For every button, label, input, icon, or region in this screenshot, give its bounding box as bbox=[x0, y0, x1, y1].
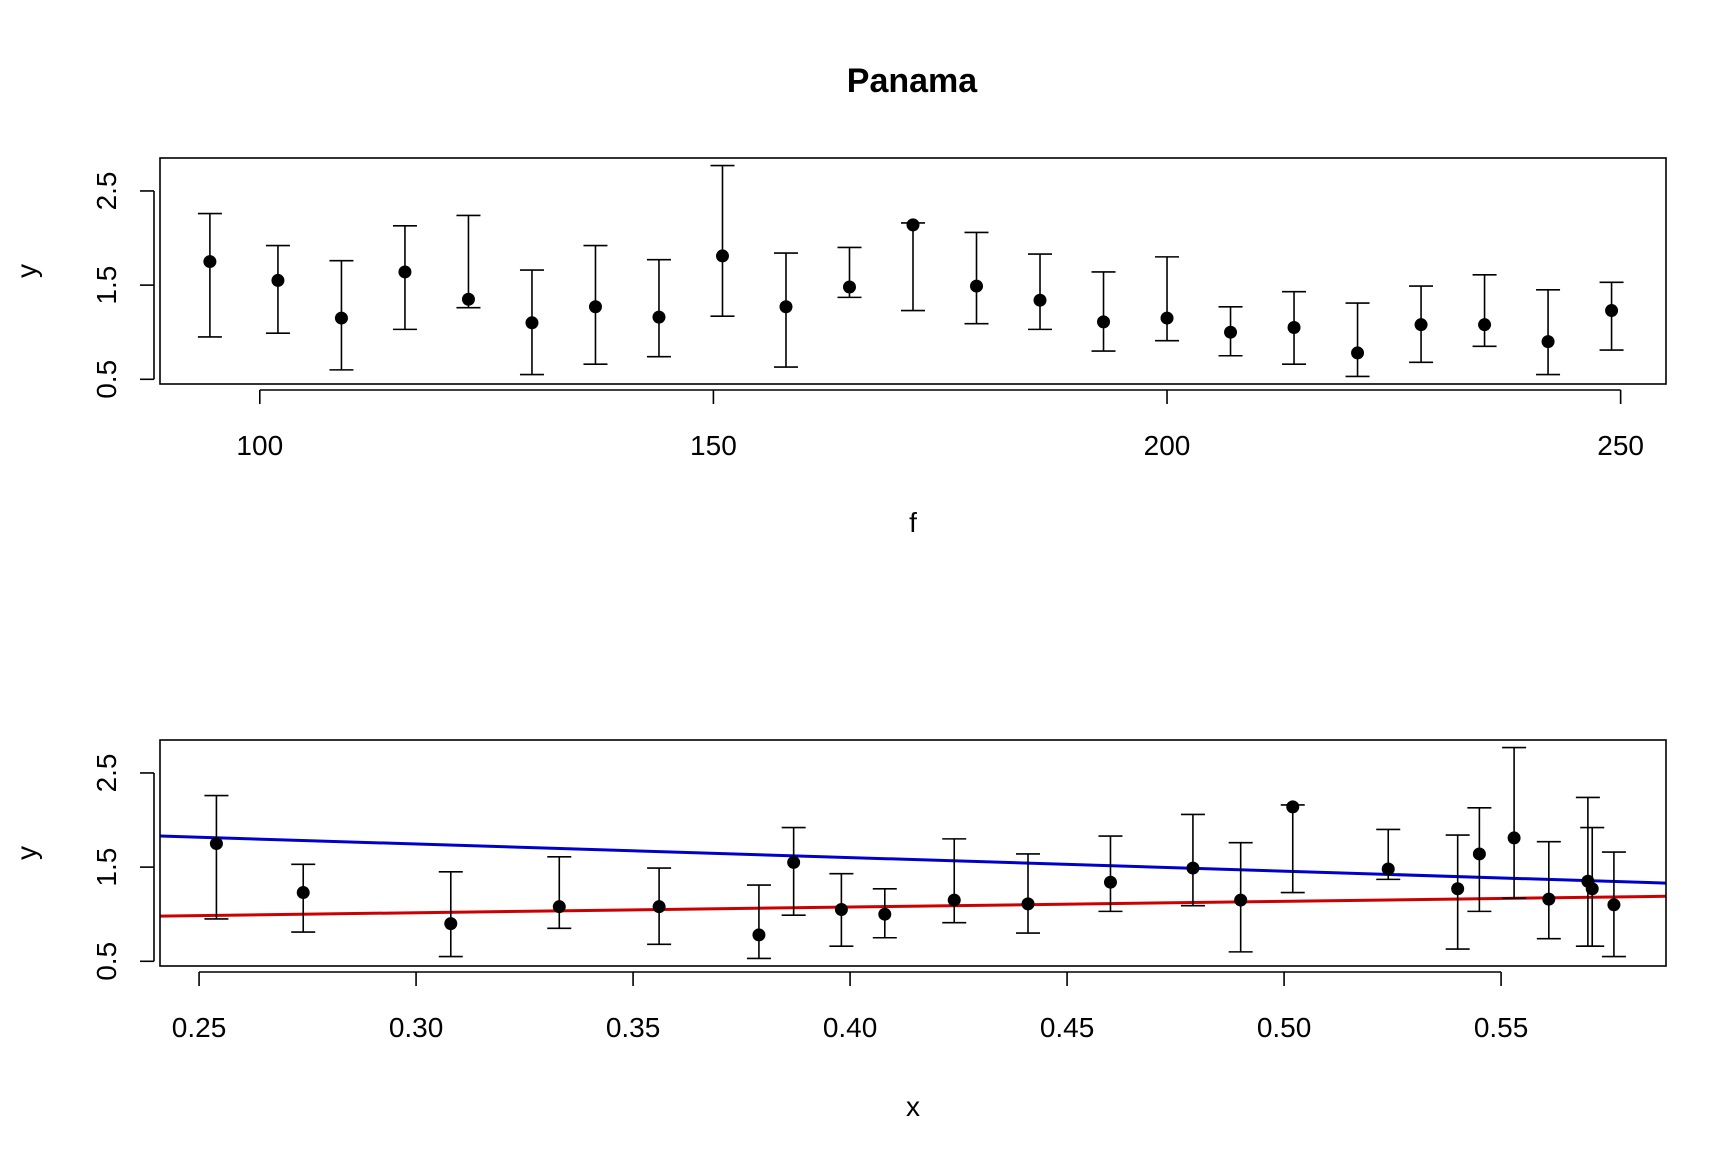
plot-frame bbox=[159, 157, 1667, 385]
data-point bbox=[779, 300, 793, 314]
fit-line-blue bbox=[159, 834, 1667, 885]
data-point bbox=[787, 855, 801, 869]
data-point bbox=[209, 837, 223, 851]
data-point bbox=[271, 273, 285, 287]
x-axis-title: f bbox=[909, 507, 917, 538]
data-point bbox=[1585, 882, 1599, 896]
data-point bbox=[1414, 318, 1428, 332]
data-point bbox=[652, 310, 666, 324]
data-point bbox=[1607, 898, 1621, 912]
data-point bbox=[1605, 304, 1619, 318]
top-panel: 100 150 200 250 0.5 1.5 2.5 f y bbox=[11, 157, 1667, 538]
y-tick-label: 0.5 bbox=[91, 942, 122, 981]
data-point bbox=[1451, 882, 1465, 896]
x-axis-title: x bbox=[906, 1091, 920, 1122]
data-point bbox=[1381, 862, 1395, 876]
x-tick-label: 150 bbox=[690, 430, 737, 461]
plot-frame bbox=[159, 739, 1667, 967]
data-point bbox=[1351, 346, 1365, 360]
data-point bbox=[1103, 875, 1117, 889]
data-point bbox=[588, 300, 602, 314]
data-point bbox=[552, 900, 566, 914]
data-point bbox=[203, 255, 217, 269]
x-tick-label: 0.55 bbox=[1474, 1012, 1529, 1043]
data-point bbox=[1286, 800, 1300, 814]
data-point bbox=[1186, 861, 1200, 875]
data-point bbox=[1224, 325, 1238, 339]
x-tick-label: 0.50 bbox=[1257, 1012, 1312, 1043]
data-point bbox=[1287, 321, 1301, 334]
y-tick-label: 2.5 bbox=[91, 171, 122, 210]
data-point bbox=[970, 279, 984, 293]
x-tick-label: 100 bbox=[236, 430, 283, 461]
x-tick-label: 250 bbox=[1597, 430, 1644, 461]
data-point bbox=[652, 900, 666, 914]
x-tick-label: 0.45 bbox=[1040, 1012, 1095, 1043]
data-point bbox=[334, 311, 348, 325]
data-point bbox=[947, 893, 961, 907]
y-tick-label: 1.5 bbox=[91, 266, 122, 305]
data-point bbox=[834, 903, 848, 916]
chart-title: Panama bbox=[847, 62, 978, 100]
data-point bbox=[878, 907, 892, 921]
data-point bbox=[1160, 311, 1174, 325]
y-tick-label: 1.5 bbox=[91, 848, 122, 887]
data-point bbox=[1097, 315, 1111, 329]
data-point bbox=[296, 886, 310, 900]
data-point bbox=[1507, 831, 1521, 845]
data-point bbox=[752, 928, 766, 942]
x-tick-label: 0.30 bbox=[389, 1012, 444, 1043]
bottom-panel: 0.25 0.30 0.35 0.40 0.45 0.50 0.55 0.5 1.5 2.5 x y bbox=[11, 739, 1667, 1122]
data-point bbox=[525, 316, 539, 330]
data-point bbox=[906, 218, 920, 232]
data-point bbox=[1541, 335, 1555, 349]
data-point bbox=[444, 917, 458, 931]
data-point bbox=[1234, 893, 1248, 907]
data-point bbox=[1472, 847, 1486, 861]
x-tick-label: 0.35 bbox=[606, 1012, 661, 1043]
y-tick-label: 2.5 bbox=[91, 753, 122, 792]
data-point bbox=[1478, 318, 1492, 332]
x-tick-label: 200 bbox=[1144, 430, 1191, 461]
data-point bbox=[461, 292, 475, 306]
data-point bbox=[398, 265, 412, 279]
y-tick-label: 0.5 bbox=[91, 360, 122, 399]
x-tick-label: 0.25 bbox=[172, 1012, 227, 1043]
x-tick-label: 0.40 bbox=[823, 1012, 878, 1043]
data-point bbox=[842, 280, 856, 294]
y-axis-title: y bbox=[11, 264, 42, 278]
data-point bbox=[1021, 897, 1035, 911]
data-point bbox=[1542, 892, 1556, 906]
y-axis-title: y bbox=[11, 846, 42, 860]
fit-line-red bbox=[159, 894, 1667, 918]
data-point bbox=[1033, 293, 1047, 307]
data-point bbox=[715, 249, 729, 263]
